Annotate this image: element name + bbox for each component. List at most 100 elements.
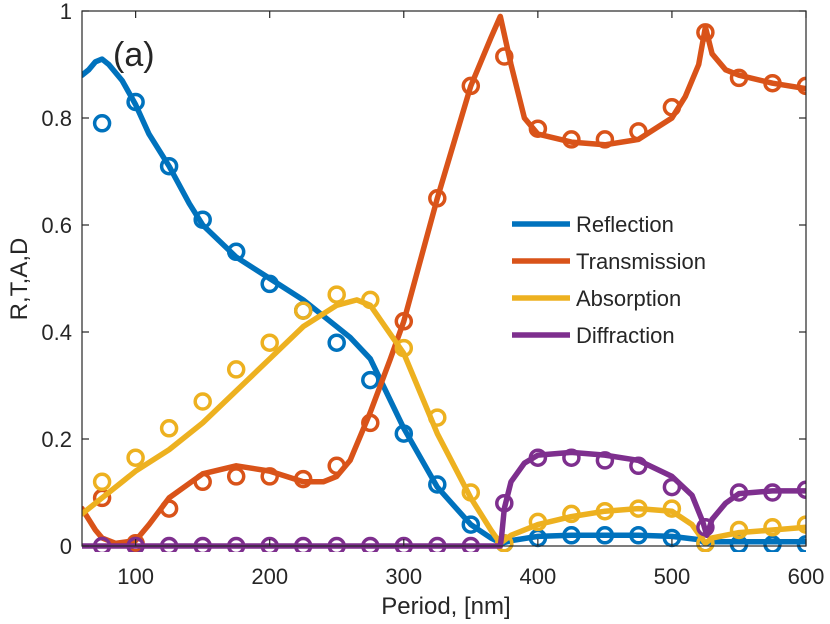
- x-tick-label: 600: [788, 564, 825, 589]
- reflection-line: [82, 56, 806, 547]
- plot-area: [82, 11, 806, 546]
- x-tick-label: 200: [251, 564, 288, 589]
- absorption-marker: [193, 392, 212, 411]
- reflection-marker: [260, 274, 279, 294]
- x-tick-label: 100: [117, 564, 154, 589]
- diffraction-marker: [729, 483, 749, 502]
- transmission-marker: [528, 119, 548, 138]
- transmission-marker: [595, 130, 615, 149]
- reflection-marker: [226, 242, 246, 262]
- reflection-marker: [428, 475, 447, 494]
- axes-box: [81, 10, 807, 547]
- absorption-marker: [763, 518, 782, 537]
- absorption-marker: [428, 408, 447, 427]
- x-tick-label: 300: [385, 564, 422, 589]
- panel-label: (a): [113, 36, 155, 74]
- absorption-marker: [461, 483, 481, 502]
- transmission-marker: [193, 472, 212, 492]
- legend-label: Absorption: [576, 286, 681, 311]
- absorption-marker: [260, 333, 279, 352]
- diffraction-marker: [796, 480, 806, 500]
- transmission-marker: [260, 467, 279, 486]
- absorption-marker: [629, 499, 648, 518]
- transmission-marker: [662, 98, 682, 117]
- transmission-marker: [226, 467, 246, 486]
- y-tick-label: 0.2: [41, 427, 72, 452]
- y-tick-label: 0.6: [41, 213, 72, 238]
- absorption-marker: [293, 301, 313, 320]
- reflection-marker: [796, 535, 806, 552]
- absorption-marker: [361, 290, 380, 310]
- absorption-marker: [159, 419, 179, 438]
- legend: Reflection Transmission Absorption Diffract…: [512, 212, 706, 348]
- transmission-line: [82, 13, 806, 547]
- legend-label: Transmission: [576, 249, 706, 274]
- x-axis-label: Period, [nm]: [381, 593, 510, 620]
- y-tick-label: 0.4: [41, 320, 72, 345]
- legend-item-reflection: Reflection: [512, 212, 674, 237]
- absorption-marker: [662, 499, 682, 518]
- absorption-marker: [394, 338, 414, 358]
- diffraction-marker: [629, 456, 648, 476]
- reflection-marker: [562, 526, 581, 545]
- reflection-marker: [126, 92, 145, 112]
- transmission-marker: [394, 312, 414, 331]
- absorption-marker: [729, 520, 749, 540]
- legend-item-diffraction: Diffraction: [512, 323, 675, 348]
- transmission-marker: [428, 189, 447, 208]
- transmission-marker: [159, 499, 179, 518]
- reflection-marker: [193, 210, 212, 229]
- y-tick-label: 0: [60, 534, 72, 559]
- transmission-marker: [629, 122, 648, 141]
- absorption-marker: [327, 285, 346, 304]
- transmission-marker: [729, 68, 749, 88]
- reflection-marker: [394, 424, 414, 443]
- absorption-marker: [226, 360, 246, 379]
- transmission-marker: [763, 73, 782, 93]
- reflection-marker: [159, 156, 179, 176]
- y-tick-label: 1: [60, 0, 72, 24]
- reflection-marker: [629, 526, 648, 545]
- diffraction-marker: [595, 451, 615, 470]
- transmission-marker: [562, 130, 581, 149]
- x-tick-label: 400: [519, 564, 556, 589]
- absorption-marker: [92, 472, 112, 492]
- legend-item-transmission: Transmission: [512, 249, 706, 274]
- transmission-marker: [461, 76, 481, 96]
- absorption-marker: [595, 501, 615, 521]
- series-absorption: [82, 285, 806, 552]
- absorption-marker: [528, 512, 548, 532]
- transmission-marker: [361, 413, 380, 433]
- reflection-marker: [763, 535, 782, 552]
- legend-label: Diffraction: [576, 323, 675, 348]
- y-axis-label: R,T,A,D: [6, 238, 33, 321]
- legend-label: Reflection: [576, 212, 674, 237]
- y-tick-label: 0.8: [41, 106, 72, 131]
- reflection-marker: [92, 114, 112, 133]
- series-transmission: [82, 13, 806, 552]
- transmission-marker: [696, 23, 715, 42]
- diffraction-marker: [763, 483, 782, 502]
- absorption-line: [82, 297, 806, 547]
- transmission-marker: [293, 469, 313, 489]
- reflection-marker: [595, 526, 615, 545]
- diffraction-marker: [495, 493, 514, 513]
- absorption-marker: [796, 515, 806, 534]
- axes: 100 200 300 400 500 600 0 0.2 0.4 0.6 0.8 1: [41, 0, 824, 589]
- absorption-marker: [562, 504, 581, 524]
- reflection-marker: [361, 370, 380, 390]
- transmission-marker: [796, 76, 806, 96]
- diffraction-marker: [562, 448, 581, 467]
- diffraction-marker: [696, 518, 715, 537]
- transmission-marker: [327, 456, 346, 476]
- diffraction-marker: [528, 448, 548, 467]
- diffraction-marker: [662, 477, 682, 497]
- reflection-marker: [461, 515, 481, 534]
- x-tick-label: 500: [654, 564, 691, 589]
- absorption-marker: [126, 448, 145, 467]
- transmission-marker: [495, 47, 514, 66]
- reflection-marker: [327, 333, 346, 352]
- legend-item-absorption: Absorption: [512, 286, 681, 311]
- series-reflection: [82, 56, 806, 552]
